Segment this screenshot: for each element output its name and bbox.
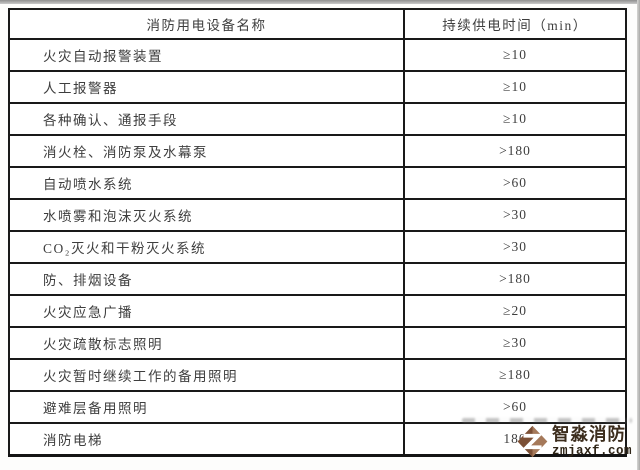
equipment-name-cell: 自动喷水系统 xyxy=(8,166,405,200)
equipment-name-cell: 水喷雾和泡沫灭火系统 xyxy=(8,198,405,232)
duration-cell: ≥10 xyxy=(403,102,627,136)
scan-edge-top xyxy=(0,0,640,4)
watermark-brand: 智淼消防 xyxy=(552,423,626,444)
table-header-row: 消防用电设备名称 持续供电时间（min） xyxy=(8,8,627,40)
table-row: 各种确认、通报手段 ≥10 xyxy=(8,102,627,136)
duration-cell: ≥30 xyxy=(403,326,627,360)
duration-cell: >30 xyxy=(403,230,627,264)
table-row: 火灾自动报警装置 ≥10 xyxy=(8,38,627,72)
duration-cell: ≥10 xyxy=(403,38,627,72)
equipment-name-cell: 火灾应急广播 xyxy=(8,294,405,328)
table-row: 水喷雾和泡沫灭火系统 >30 xyxy=(8,198,627,232)
watermark: 智淼消防 zmjaxf.com xyxy=(516,423,632,460)
col-header-supply-duration: 持续供电时间（min） xyxy=(403,8,627,40)
duration-cell: ≥10 xyxy=(403,70,627,104)
duration-cell: >60 xyxy=(403,166,627,200)
table-row: 人工报警器 ≥10 xyxy=(8,70,627,104)
scan-smudge-mark xyxy=(462,418,632,423)
table-body: 火灾自动报警装置 ≥10 人工报警器 ≥10 各种确认、通报手段 ≥10 消火栓… xyxy=(8,38,627,457)
equipment-name-cell: 人工报警器 xyxy=(8,70,405,104)
duration-cell: 180 xyxy=(403,422,627,457)
scan-edge-right xyxy=(637,0,640,470)
col-header-equipment-name: 消防用电设备名称 xyxy=(8,8,405,40)
fire-equipment-power-table: 消防用电设备名称 持续供电时间（min） 火灾自动报警装置 ≥10 人工报警器 … xyxy=(8,8,627,457)
watermark-site: zmjaxf.com xyxy=(552,444,633,458)
duration-cell: >30 xyxy=(403,198,627,232)
equipment-name-cell: 防、排烟设备 xyxy=(8,262,405,296)
duration-cell: ≥20 xyxy=(403,294,627,328)
duration-cell: ≥180 xyxy=(403,358,627,392)
duration-cell: >60 xyxy=(403,390,627,424)
equipment-name-cell: 火灾暂时继续工作的备用照明 xyxy=(8,358,405,392)
table-row: 避难层备用照明 >60 xyxy=(8,390,627,424)
equipment-name-cell: 消防电梯 xyxy=(8,422,405,457)
duration-cell: >180 xyxy=(403,262,627,296)
equipment-name-cell: 消火栓、消防泵及水幕泵 xyxy=(8,134,405,168)
table-row: CO₂灭火和干粉灭火系统 >30 xyxy=(8,230,627,264)
table-row: 火灾应急广播 ≥20 xyxy=(8,294,627,328)
equipment-name-cell: 火灾自动报警装置 xyxy=(8,38,405,72)
duration-cell: >180 xyxy=(403,134,627,168)
equipment-name-cell: 火灾疏散标志照明 xyxy=(8,326,405,360)
table-row: 自动喷水系统 >60 xyxy=(8,166,627,200)
table-row: 消火栓、消防泵及水幕泵 >180 xyxy=(8,134,627,168)
equipment-name-cell: CO₂灭火和干粉灭火系统 xyxy=(8,230,405,264)
table-row: 防、排烟设备 >180 xyxy=(8,262,627,296)
equipment-name-cell: 避难层备用照明 xyxy=(8,390,405,424)
watermark-logo-icon xyxy=(517,425,548,458)
table-row: 消防电梯 180 xyxy=(8,422,627,457)
watermark-text: 智淼消防 zmjaxf.com xyxy=(552,423,633,458)
table-row: 火灾疏散标志照明 ≥30 xyxy=(8,326,627,360)
equipment-name-cell: 各种确认、通报手段 xyxy=(8,102,405,136)
table-row: 火灾暂时继续工作的备用照明 ≥180 xyxy=(8,358,627,392)
